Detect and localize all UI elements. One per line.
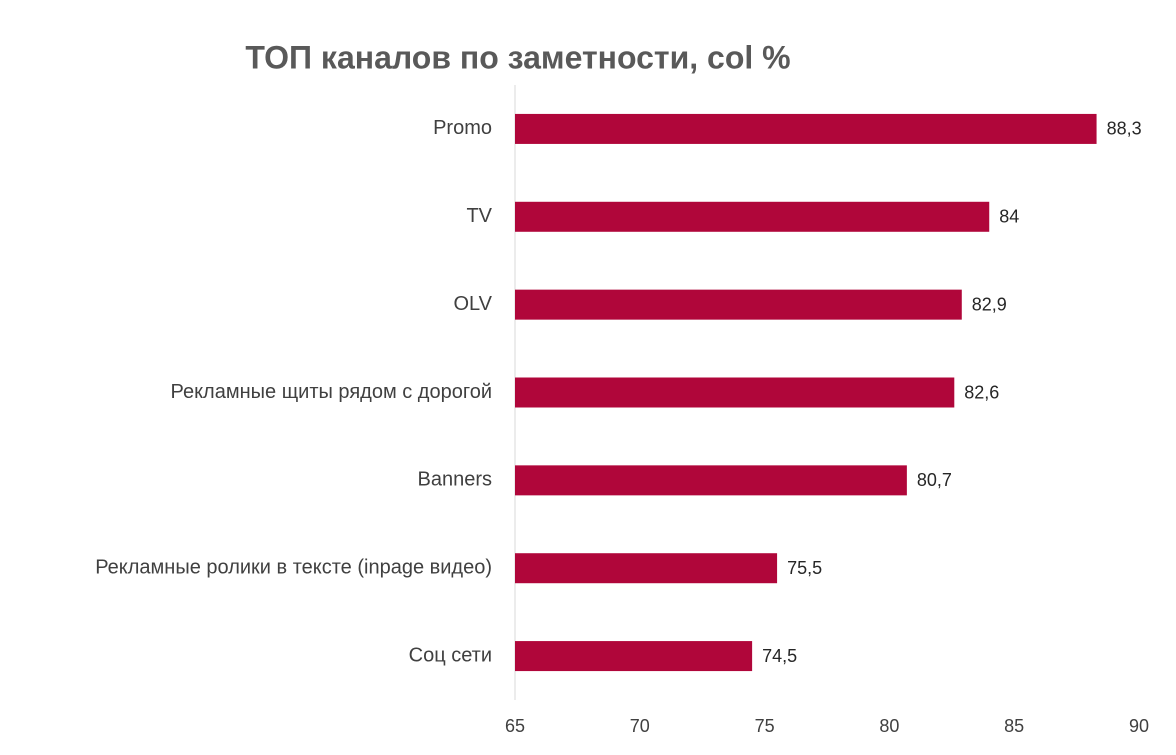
value-label: 82,9	[972, 294, 1007, 314]
value-label: 88,3	[1107, 119, 1142, 139]
bar	[515, 377, 955, 408]
x-tick-label: 85	[1004, 716, 1024, 736]
bar	[515, 641, 753, 672]
y-tick-label: TV	[466, 205, 492, 227]
bar	[515, 553, 778, 584]
x-tick-label: 80	[879, 716, 899, 736]
bar	[515, 113, 1097, 144]
chart-title: ТОП каналов по заметности, col %	[245, 39, 790, 75]
y-tick-label: Рекламные щиты рядом с дорогой	[171, 381, 493, 403]
y-tick-label: OLV	[453, 293, 492, 315]
value-label: 82,6	[964, 382, 999, 402]
x-tick-label: 90	[1129, 716, 1149, 736]
y-tick-label: Banners	[418, 469, 493, 491]
x-tick-label: 65	[505, 716, 525, 736]
bar	[515, 289, 962, 320]
value-label: 80,7	[917, 470, 952, 490]
bar	[515, 201, 990, 232]
value-label: 84	[999, 207, 1019, 227]
y-tick-label: Соц сети	[409, 644, 492, 666]
bar	[515, 465, 907, 496]
x-tick-label: 70	[630, 716, 650, 736]
y-tick-label: Promo	[433, 117, 492, 139]
value-label: 74,5	[762, 646, 797, 666]
x-tick-label: 75	[755, 716, 775, 736]
y-tick-label: Рекламные ролики в тексте (inpage видео)	[95, 556, 492, 578]
value-label: 75,5	[787, 558, 822, 578]
